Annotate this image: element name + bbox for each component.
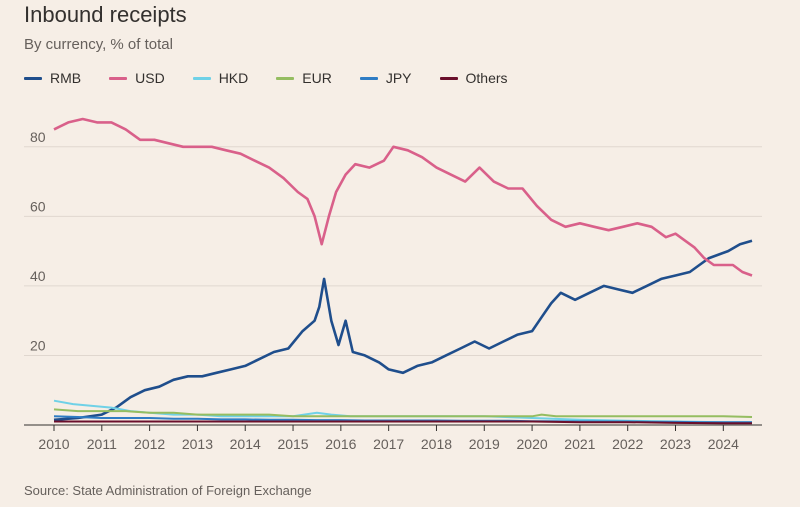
legend-swatch	[359, 76, 378, 80]
chart-title: Inbound receipts	[24, 2, 187, 27]
x-tick-label: 2015	[277, 436, 308, 452]
y-tick-label: 20	[30, 337, 46, 353]
legend-item-others: Others	[439, 70, 508, 86]
chart-legend: RMB USD HKD EUR JPY Others	[24, 70, 536, 86]
legend-item-eur: EUR	[276, 70, 332, 86]
legend-label: HKD	[218, 70, 249, 86]
x-tick-label: 2010	[38, 436, 69, 452]
x-tick-label: 2022	[612, 436, 643, 452]
legend-swatch	[276, 76, 295, 80]
legend-label: USD	[135, 70, 165, 86]
legend-item-jpy: JPY	[359, 70, 412, 86]
y-tick-label: 80	[30, 129, 46, 145]
y-tick-label: 40	[30, 268, 46, 284]
legend-label: RMB	[50, 70, 82, 86]
x-tick-label: 2019	[469, 436, 500, 452]
legend-item-hkd: HKD	[192, 70, 249, 86]
x-tick-label: 2023	[660, 436, 691, 452]
legend-swatch	[439, 76, 458, 80]
x-tick-label: 2011	[87, 436, 117, 452]
y-tick-label: 60	[30, 198, 46, 214]
x-tick-label: 2018	[421, 436, 452, 452]
x-tick-label: 2014	[230, 436, 261, 452]
x-tick-label: 2021	[564, 436, 595, 452]
series-line-usd	[53, 117, 753, 277]
chart-subtitle: By currency, % of total	[24, 36, 173, 53]
legend-label: JPY	[385, 70, 412, 86]
x-tick-label: 2020	[517, 436, 548, 452]
x-tick-label: 2016	[325, 436, 356, 452]
series-line-eur	[53, 408, 753, 418]
chart-source: Source: State Administration of Foreign …	[24, 483, 312, 498]
legend-label: EUR	[302, 70, 332, 86]
series-line-others	[54, 420, 752, 425]
legend-swatch	[192, 76, 211, 80]
grid-layer: 20 40 60 80	[24, 129, 762, 356]
legend-swatch	[109, 76, 128, 80]
x-tick-label: 2024	[708, 436, 739, 452]
axis-layer: 2010 2011 2012 2013 2014 2015 2016 2017 2018 2019…	[24, 424, 762, 452]
legend-item-usd: USD	[109, 70, 165, 86]
x-tick-label: 2017	[373, 436, 404, 452]
legend-swatch	[24, 76, 42, 80]
x-tick-label: 2013	[182, 436, 213, 452]
series-line-rmb	[53, 239, 753, 422]
legend-label: Others	[465, 70, 508, 86]
legend-item-rmb: RMB	[24, 70, 81, 86]
series-layer	[53, 117, 753, 425]
x-tick-label: 2012	[134, 436, 165, 452]
